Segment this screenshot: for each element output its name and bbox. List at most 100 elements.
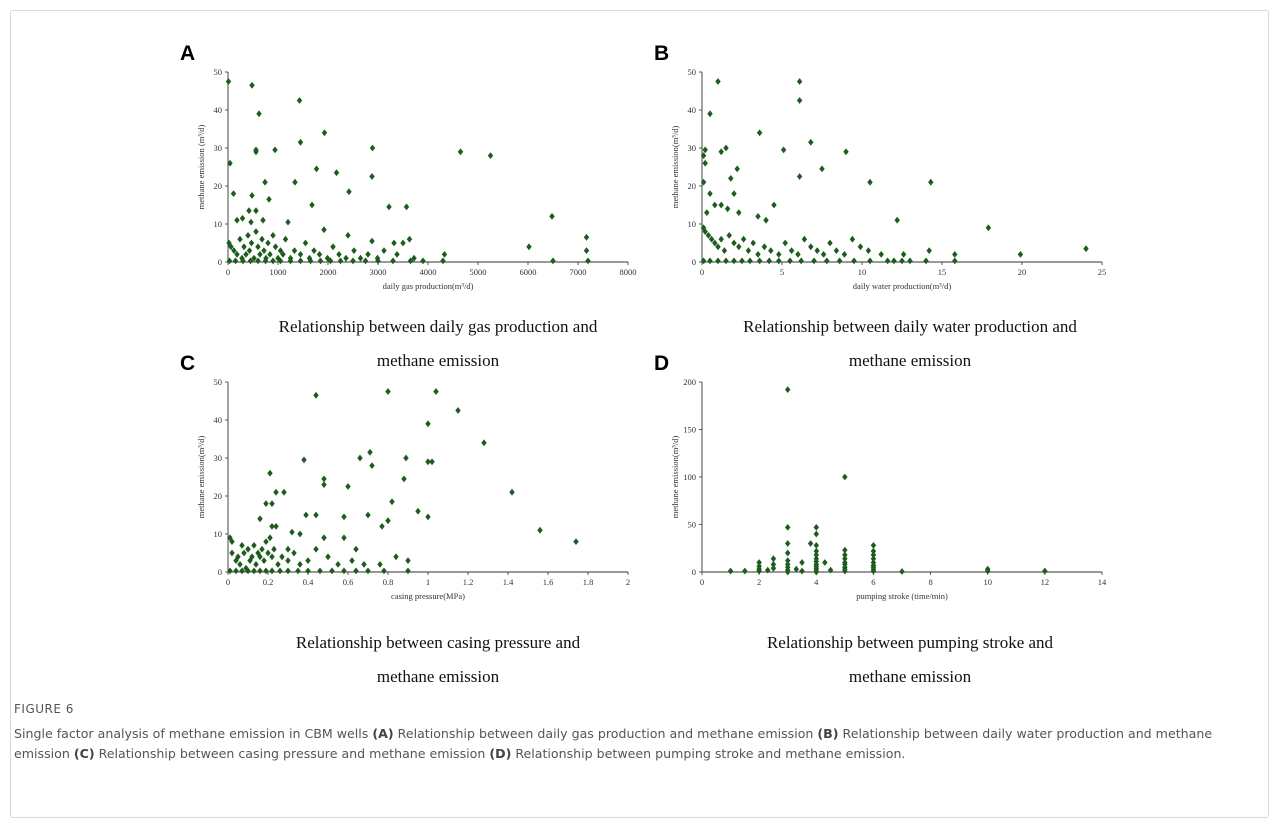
scatter-point: [267, 469, 273, 477]
scatter-point: [239, 567, 245, 575]
scatter-point: [1042, 567, 1048, 575]
scatter-point: [317, 257, 324, 265]
scatter-point: [952, 251, 958, 258]
x-tick-label: 6: [871, 577, 875, 587]
scatter-point: [736, 209, 742, 216]
scatter-point: [231, 247, 237, 254]
scatter-point: [295, 567, 301, 575]
scatter-point: [1017, 251, 1024, 258]
scatter-point: [353, 567, 359, 575]
scatter-point: [573, 538, 579, 545]
scatter-point: [263, 538, 269, 545]
scatter-point: [403, 454, 409, 462]
scatter-point: [731, 239, 737, 247]
scatter-point: [365, 251, 371, 258]
scatter-point: [1083, 245, 1089, 253]
scatter-point: [841, 251, 848, 258]
scatter-point: [756, 559, 762, 566]
y-axis-label: methane emission(m³/d): [196, 436, 206, 519]
x-tick-label: 0.4: [303, 577, 314, 587]
scatter-point: [365, 567, 371, 575]
scatter-point: [369, 173, 375, 180]
caption-text: Single factor analysis of methane emissi…: [14, 726, 373, 741]
scatter-point: [406, 235, 413, 243]
scatter-point: [583, 247, 590, 254]
scatter-point: [870, 555, 877, 563]
scatter-point: [313, 511, 319, 519]
x-tick-label: 25: [1098, 267, 1107, 277]
scatter-point: [321, 475, 327, 483]
scatter-point: [280, 251, 286, 258]
scatter-point: [734, 165, 740, 173]
scatter-point: [391, 239, 397, 247]
scatter-point: [253, 561, 259, 568]
panel-b-caption-line2: methane emission: [848, 351, 972, 370]
x-tick-label: 2: [626, 577, 630, 587]
scatter-point: [296, 97, 303, 104]
scatter-point: [285, 545, 291, 553]
scatter-point: [842, 473, 848, 481]
y-tick-label: 10: [214, 529, 223, 539]
scatter-point: [345, 232, 351, 239]
x-tick-label: 5: [780, 267, 784, 277]
scatter-point: [305, 557, 311, 564]
y-tick-label: 150: [683, 425, 696, 435]
scatter-point: [851, 257, 857, 265]
caption-panel-ref: (D): [489, 746, 512, 761]
scatter-point: [262, 257, 269, 265]
x-tick-label: 1.6: [543, 577, 554, 587]
scatter-point: [279, 553, 285, 561]
scatter-point: [407, 257, 414, 265]
panel-d-caption: Relationship between pumping stroke and …: [650, 626, 1170, 694]
caption-panel-ref: (C): [73, 746, 95, 761]
scatter-point: [827, 566, 834, 574]
scatter-point: [801, 235, 808, 243]
scatter-point: [335, 561, 341, 568]
scatter-point: [907, 257, 913, 265]
scatter-point: [379, 523, 385, 530]
x-tick-label: 7000: [570, 267, 587, 277]
scatter-point: [425, 458, 431, 466]
scatter-point: [849, 235, 856, 243]
scatter-point: [240, 257, 246, 265]
panel-c-chart: 0 0.2 0.4 0.6 0.8 1 1.2 1.4 1.6 1.8 201020304050ca…: [196, 377, 630, 601]
scatter-point: [712, 201, 718, 209]
scatter-point: [795, 251, 801, 258]
x-tick-label: 1: [426, 577, 430, 587]
scatter-point: [349, 557, 355, 564]
x-tick-label: 10: [983, 577, 992, 587]
scatter-point: [227, 534, 233, 542]
scatter-point: [257, 515, 263, 523]
scatter-point: [813, 551, 820, 559]
y-axis-label: methane emission(m³/d): [670, 436, 680, 519]
scatter-point: [247, 257, 254, 265]
scatter-point: [415, 507, 421, 515]
scatter-point: [425, 420, 431, 428]
y-axis-label: methane emission (m³/d): [196, 124, 206, 209]
x-tick-label: 8000: [620, 267, 637, 277]
scatter-point: [870, 551, 877, 559]
scatter-point: [761, 243, 768, 251]
x-tick-label: 0: [700, 267, 704, 277]
scatter-point: [824, 257, 830, 265]
scatter-point: [807, 540, 814, 547]
y-tick-label: 50: [214, 67, 223, 77]
scatter-point: [819, 165, 825, 173]
panel-b-caption-line1: Relationship between daily water product…: [743, 317, 1077, 336]
scatter-point: [259, 545, 265, 553]
scatter-point: [894, 216, 900, 224]
scatter-point: [870, 542, 877, 549]
scatter-point: [245, 545, 251, 553]
scatter-point: [263, 567, 269, 575]
scatter-point: [246, 247, 253, 254]
scatter-point: [227, 159, 233, 167]
scatter-point: [405, 557, 411, 564]
scatter-point: [728, 175, 734, 182]
scatter-point: [770, 561, 777, 568]
scatter-point: [411, 254, 417, 262]
scatter-point: [249, 192, 255, 199]
panel-c-caption-line1: Relationship between casing pressure and: [295, 633, 581, 652]
y-tick-label: 10: [688, 219, 697, 229]
scatter-point: [269, 523, 275, 530]
scatter-point: [261, 557, 267, 564]
